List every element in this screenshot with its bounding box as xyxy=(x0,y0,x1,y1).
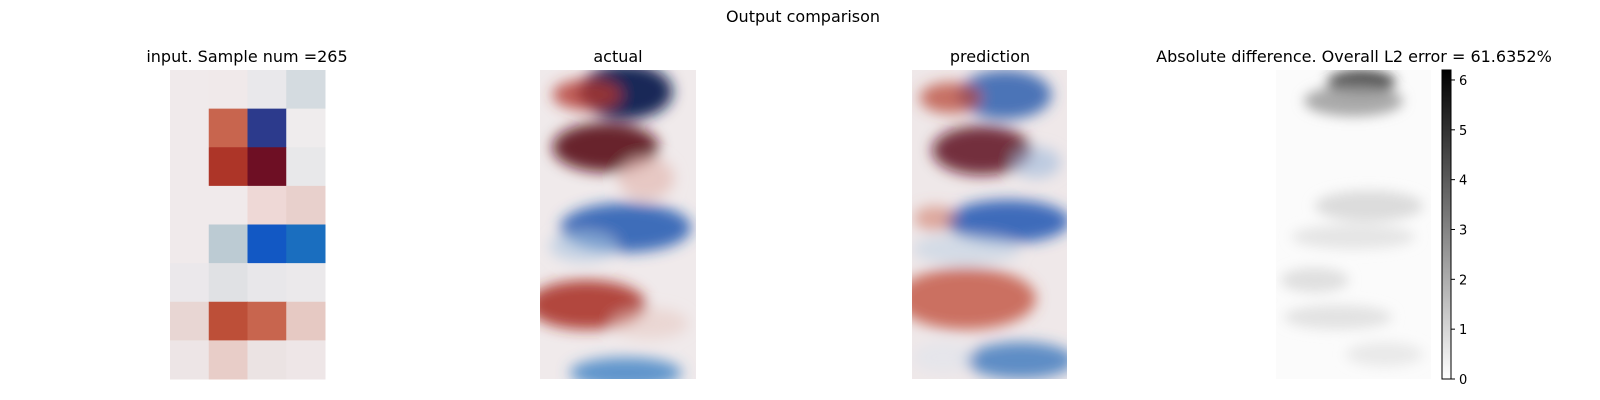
heatmap-cell xyxy=(208,147,248,187)
heatmap-cell xyxy=(170,70,210,110)
diff-blob xyxy=(1303,85,1404,117)
panel-title-input: input. Sample num =265 xyxy=(146,47,347,66)
heatmap-cell xyxy=(286,340,326,380)
diff-blob xyxy=(1291,224,1416,250)
field-blob xyxy=(1011,147,1061,179)
colorbar-tick-label: 2 xyxy=(1459,273,1467,288)
heatmap-cell xyxy=(286,185,326,226)
heatmap-cell xyxy=(247,301,287,341)
actual-heatmap xyxy=(540,70,696,379)
heatmap-cell xyxy=(208,263,248,303)
field-blob xyxy=(966,341,1067,379)
colorbar-gradient xyxy=(1441,69,1452,380)
heatmap-cell xyxy=(247,108,287,148)
heatmap-cell xyxy=(286,147,326,187)
heatmap-cell xyxy=(170,108,210,148)
heatmap-cell xyxy=(247,224,287,264)
heatmap-cell xyxy=(247,185,287,226)
heatmap-cell xyxy=(286,224,326,264)
field-blob xyxy=(610,307,689,339)
colorbar-tick-label: 5 xyxy=(1459,124,1467,139)
heatmap-cell xyxy=(170,147,210,187)
field-blob xyxy=(912,341,974,373)
heatmap-cell xyxy=(286,70,326,110)
heatmap-cell xyxy=(170,224,210,264)
prediction-heatmap xyxy=(912,70,1067,379)
heatmap-cell xyxy=(286,263,326,303)
colorbar-tick-label: 1 xyxy=(1459,323,1467,338)
heatmap-cell xyxy=(208,70,248,110)
panel-title-abs-diff: Absolute difference. Overall L2 error = … xyxy=(1156,47,1552,66)
field-blob xyxy=(919,82,982,114)
abs-diff-heatmap xyxy=(1276,70,1431,379)
heatmap-cell xyxy=(247,70,287,110)
heatmap-cell xyxy=(208,108,248,148)
field-blob xyxy=(932,125,1032,176)
diff-blob xyxy=(1283,304,1393,330)
diff-blob xyxy=(1314,190,1424,222)
heatmap-cell xyxy=(247,340,287,380)
heatmap-cell xyxy=(170,185,210,226)
field-blob xyxy=(913,205,957,231)
heatmap-cell xyxy=(286,301,326,341)
field-blob xyxy=(618,156,675,200)
heatmap-cell xyxy=(208,185,248,226)
heatmap-cell xyxy=(170,340,210,380)
field-blob xyxy=(958,70,1052,120)
field-blob xyxy=(549,230,618,262)
panel-title-prediction: prediction xyxy=(950,47,1030,66)
input-heatmap xyxy=(170,70,326,380)
field-blob xyxy=(946,199,1067,244)
diff-blob xyxy=(1280,267,1349,293)
colorbar-tick-label: 3 xyxy=(1459,223,1467,238)
heatmap-cell xyxy=(286,108,326,148)
colorbar-tick-label: 0 xyxy=(1459,373,1467,388)
colorbar-tick-label: 4 xyxy=(1459,174,1467,189)
diff-blob xyxy=(1345,341,1424,367)
field-blob xyxy=(912,233,1021,265)
heatmap-cell xyxy=(208,301,248,341)
field-blob xyxy=(552,79,622,111)
colorbar-tick-label: 6 xyxy=(1459,74,1467,89)
heatmap-cell xyxy=(247,263,287,303)
field-blob xyxy=(912,267,1036,330)
field-blob xyxy=(569,357,682,379)
heatmap-cell xyxy=(170,263,210,303)
heatmap-cell xyxy=(170,301,210,341)
heatmap-cell xyxy=(247,147,287,187)
heatmap-cell xyxy=(208,340,248,380)
figure-suptitle: Output comparison xyxy=(726,7,880,26)
colorbar: 0 1 2 3 4 5 6 xyxy=(1441,69,1467,388)
panel-title-actual: actual xyxy=(593,47,642,66)
heatmap-cell xyxy=(208,224,248,264)
